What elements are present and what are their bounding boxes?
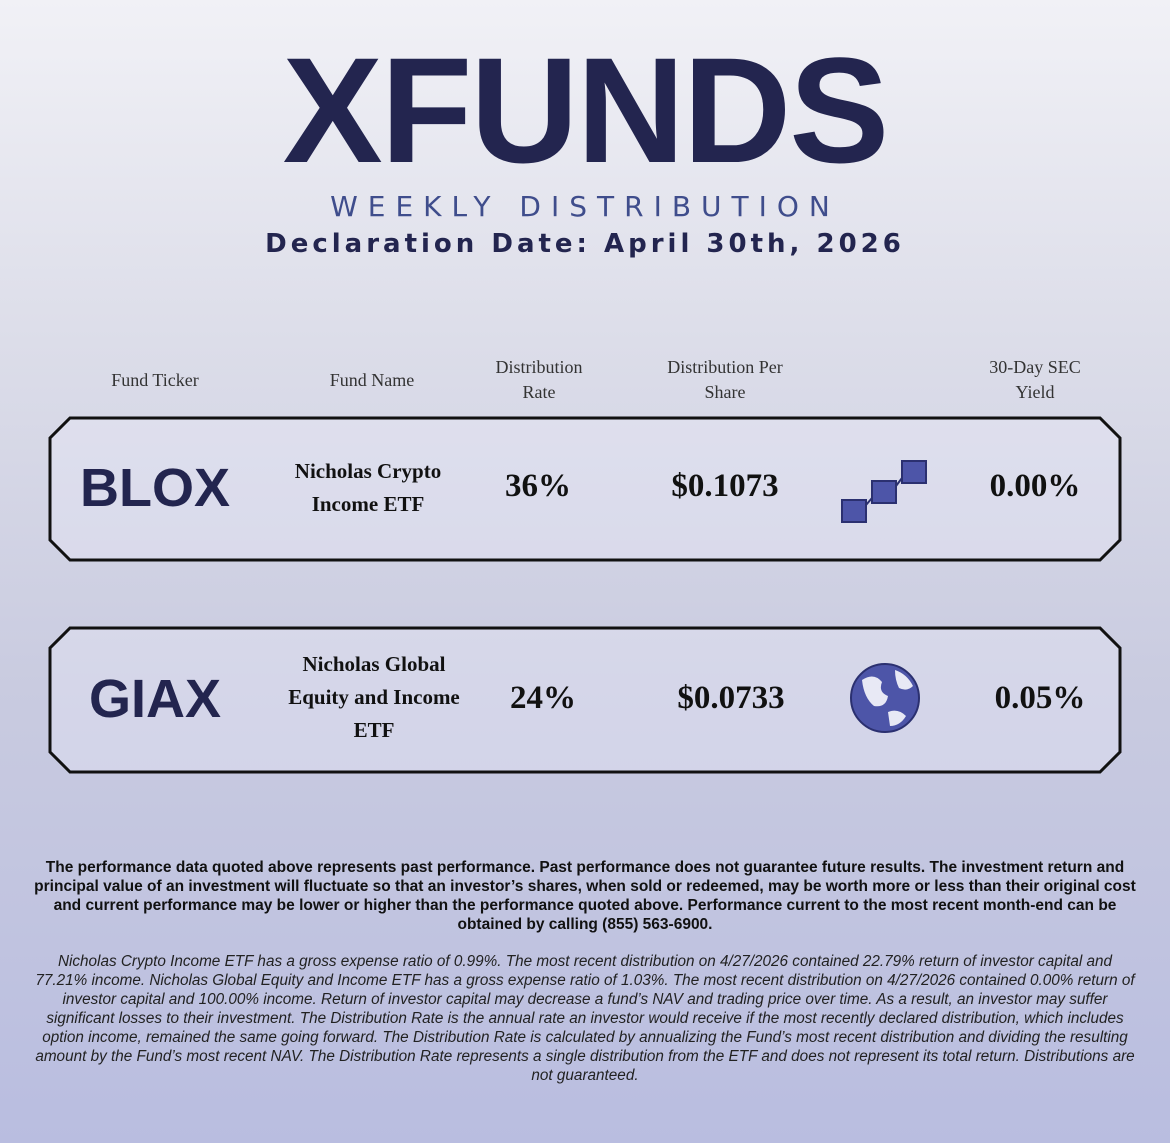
performance-disclaimer: The performance data quoted above repres… xyxy=(34,859,1136,933)
column-header: Fund Name xyxy=(329,370,415,390)
sec-yield: 0.00% xyxy=(989,468,1081,504)
column-header: Distribution Rate xyxy=(495,357,583,402)
row-box xyxy=(48,416,1122,562)
fund-ticker: GIAX xyxy=(88,669,222,729)
column-header: Fund Ticker xyxy=(111,370,199,390)
fund-name: Nicholas Global Equity and Income ETF xyxy=(288,652,460,742)
distribution-rate: 36% xyxy=(505,468,571,504)
blockchain-icon xyxy=(841,460,927,523)
title: WEEKLY DISTRIBUTION xyxy=(330,190,840,223)
fund-ticker: BLOX xyxy=(79,458,230,518)
column-header: Distribution Per Share xyxy=(667,357,783,402)
footnote: Nicholas Crypto Income ETF has a gross e… xyxy=(35,953,1135,1084)
row-box xyxy=(48,626,1122,774)
declaration-date: Declaration Date: April 30th, 2026 xyxy=(265,229,905,259)
distribution-rate: 24% xyxy=(510,680,576,716)
logo: XFUNDS xyxy=(282,26,890,194)
fund-name: Nicholas Crypto Income ETF xyxy=(294,459,442,516)
sec-yield: 0.05% xyxy=(994,680,1086,716)
globe-icon xyxy=(850,663,920,733)
distribution-per-share: $0.1073 xyxy=(671,468,779,504)
distribution-per-share: $0.0733 xyxy=(677,680,785,716)
column-header: 30-Day SEC Yield xyxy=(989,357,1081,402)
